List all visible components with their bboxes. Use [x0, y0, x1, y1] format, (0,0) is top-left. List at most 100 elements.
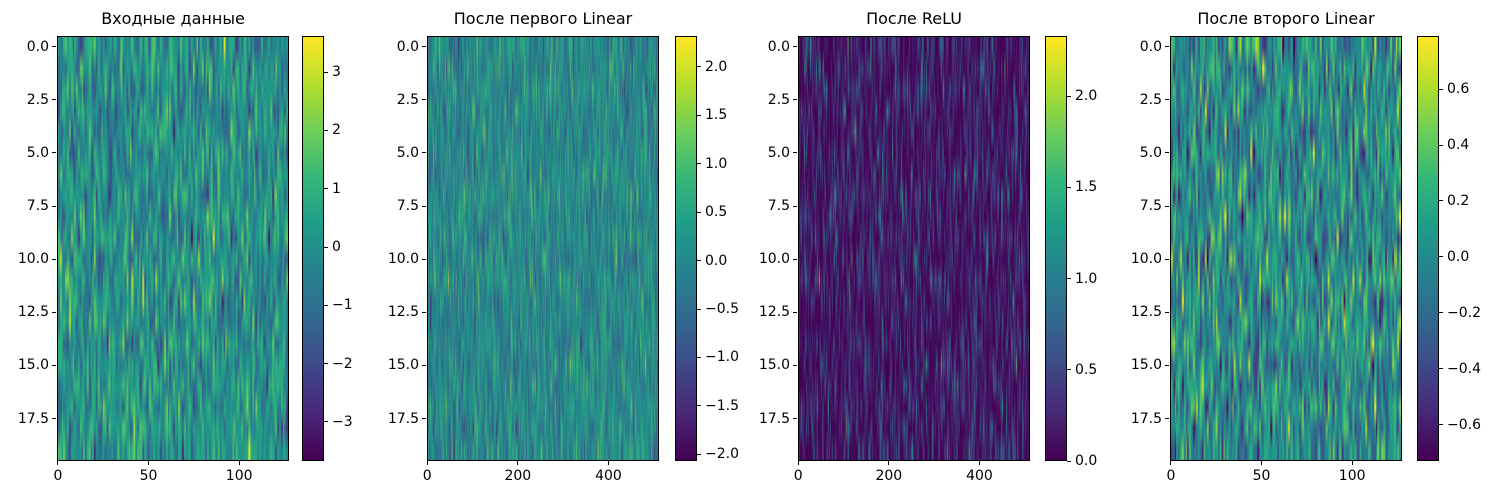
y-tick-mark: [793, 46, 797, 48]
x-tick-mark: [148, 461, 150, 465]
y-tick-label: 12.5: [17, 304, 49, 321]
y-tick-label: 7.5: [767, 198, 790, 214]
y-tick-mark: [1165, 205, 1169, 207]
y-tick-label: 12.5: [387, 304, 419, 321]
colorbar-tick-mark: [1067, 460, 1071, 462]
x-tick-mark: [1351, 461, 1353, 465]
colorbar-tick-mark: [324, 421, 328, 423]
y-tick-label: 5.0: [26, 144, 49, 161]
y-tick-mark: [422, 205, 426, 207]
colorbar-tick-mark: [697, 356, 701, 358]
colorbar-tick-mark: [697, 453, 701, 455]
heatmap-axes: [798, 36, 1030, 461]
y-tick-mark: [422, 311, 426, 313]
colorbar-tick-mark: [324, 246, 328, 248]
colorbar-tick-label: 1.5: [1075, 179, 1098, 196]
x-tick-mark: [238, 461, 240, 465]
colorbar-axes: [1417, 36, 1439, 461]
colorbar-tick-label: −0.5: [705, 301, 739, 317]
y-tick-mark: [793, 99, 797, 101]
y-tick-label: 2.5: [767, 91, 790, 108]
colorbar-tick-label: 2: [332, 122, 341, 139]
y-tick-mark: [1165, 418, 1169, 419]
colorbar-tick-mark: [1067, 369, 1071, 371]
colorbar-tick-mark: [697, 260, 701, 262]
x-tick-label: 100: [1338, 468, 1366, 484]
colorbar-tick-label: 0.5: [705, 204, 728, 221]
x-tick-label: 0: [793, 468, 803, 484]
colorbar-tick-label: 2.0: [1075, 88, 1098, 105]
x-tick-mark: [1261, 461, 1263, 465]
y-tick-label: 17.5: [758, 410, 790, 427]
colorbar-tick-mark: [697, 405, 701, 407]
colorbar-tick-label: 2.0: [705, 58, 728, 75]
colorbar-tick-label: 0: [332, 239, 341, 256]
colorbar-tick-label: −2: [332, 355, 353, 372]
heatmap-axes: [1170, 36, 1402, 461]
y-tick-mark: [422, 364, 426, 366]
y-tick-mark: [52, 99, 56, 101]
heatmap-canvas: [799, 37, 1029, 460]
x-tick-mark: [607, 461, 609, 465]
colorbar-tick-mark: [697, 114, 701, 116]
y-tick-mark: [52, 418, 56, 419]
y-tick-mark: [1165, 364, 1169, 366]
x-tick-mark: [57, 461, 59, 465]
y-tick-mark: [52, 258, 56, 260]
y-tick-mark: [793, 311, 797, 313]
y-tick-mark: [52, 46, 56, 48]
y-tick-mark: [422, 99, 426, 101]
y-tick-label: 15.0: [1130, 357, 1162, 374]
plot-title: После второго Linear: [1197, 9, 1375, 28]
colorbar-tick-label: 0.0: [1075, 453, 1098, 469]
y-tick-mark: [52, 205, 56, 207]
colorbar-tick-mark: [1439, 256, 1443, 258]
colorbar-tick-mark: [697, 308, 701, 310]
y-tick-mark: [422, 46, 426, 48]
colorbar-canvas: [1046, 37, 1066, 460]
colorbar-tick-label: 0.5: [1075, 361, 1098, 378]
x-tick-mark: [797, 461, 799, 465]
colorbar-tick-label: 0.4: [1447, 137, 1470, 154]
y-tick-label: 5.0: [396, 144, 419, 161]
x-tick-label: 0: [422, 468, 432, 484]
y-tick-mark: [422, 258, 426, 260]
y-tick-label: 0.0: [396, 38, 419, 55]
colorbar-tick-label: 1.0: [705, 155, 728, 172]
colorbar-tick-mark: [324, 363, 328, 365]
colorbar-tick-label: 0.0: [1447, 248, 1470, 265]
y-tick-label: 15.0: [17, 357, 49, 374]
colorbar-tick-label: −1.0: [705, 349, 739, 366]
colorbar-tick-mark: [1439, 200, 1443, 202]
x-tick-label: 200: [875, 468, 903, 484]
y-tick-mark: [1165, 99, 1169, 101]
colorbar-tick-mark: [1067, 278, 1071, 280]
colorbar-tick-mark: [324, 71, 328, 73]
colorbar-tick-mark: [1439, 368, 1443, 370]
colorbar-tick-mark: [1439, 424, 1443, 426]
colorbar-axes: [1045, 36, 1067, 461]
y-tick-label: 0.0: [767, 38, 790, 55]
colorbar-tick-label: −1.5: [705, 397, 739, 414]
y-tick-mark: [793, 418, 797, 419]
y-tick-mark: [422, 418, 426, 419]
y-tick-label: 0.0: [1139, 38, 1162, 55]
colorbar-tick-label: −0.4: [1447, 360, 1481, 377]
x-tick-mark: [978, 461, 980, 465]
colorbar-tick-mark: [324, 129, 328, 131]
x-tick-mark: [426, 461, 428, 465]
heatmap-canvas: [58, 37, 288, 460]
x-tick-label: 400: [595, 468, 622, 484]
plot-title: После первого Linear: [453, 9, 633, 28]
y-tick-mark: [793, 258, 797, 260]
x-tick-label: 0: [1166, 468, 1176, 484]
x-tick-mark: [517, 461, 519, 465]
y-tick-mark: [1165, 46, 1169, 48]
colorbar-canvas: [1418, 37, 1438, 460]
plot-title: Входные данные: [101, 9, 245, 28]
y-tick-label: 10.0: [1130, 251, 1162, 268]
heatmap-axes: [57, 36, 289, 461]
y-tick-label: 17.5: [1130, 410, 1162, 427]
x-tick-label: 100: [225, 468, 253, 484]
